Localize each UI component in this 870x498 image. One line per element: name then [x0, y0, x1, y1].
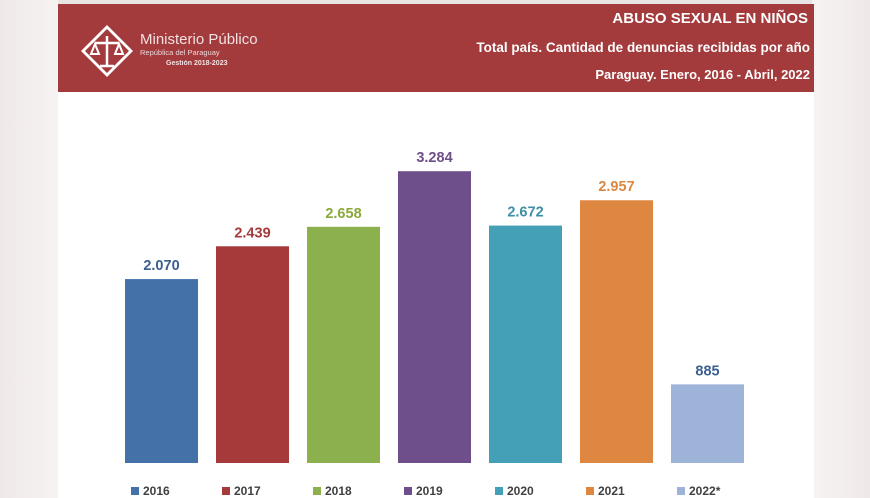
chart-period: Paraguay. Enero, 2016 - Abril, 2022: [595, 67, 810, 82]
legend-label-2022*: 2022*: [689, 484, 721, 498]
data-label-2018: 2.658: [325, 206, 361, 222]
org-subtitle: República del Paraguay: [140, 48, 220, 57]
bar-2018: [307, 226, 380, 463]
legend-swatch-2019: [404, 487, 412, 495]
legend-swatch-2017: [222, 487, 230, 495]
legend-swatch-2021: [586, 487, 594, 495]
data-label-2019: 3.284: [416, 150, 452, 166]
bar-chart: 2.070 2016 2.439 2017 2.658 2018 3.284 2019 2.67…: [125, 150, 744, 498]
legend-swatch-2016: [131, 487, 139, 495]
legend-label-2016: 2016: [143, 484, 170, 498]
legend-label-2020: 2020: [507, 484, 534, 498]
data-label-2020: 2.672: [507, 205, 543, 221]
data-label-2016: 2.070: [143, 258, 179, 274]
page-frame-right: [812, 0, 870, 498]
legend-swatch-2018: [313, 487, 321, 495]
bar-2022*: [671, 384, 744, 463]
bar-2020: [489, 225, 562, 463]
legend-swatch-2022*: [677, 487, 685, 495]
data-label-2022*: 885: [695, 363, 719, 379]
legend-label-2019: 2019: [416, 484, 443, 498]
legend-label-2017: 2017: [234, 484, 261, 498]
bar-2019: [398, 171, 471, 463]
chart-subtitle: Total país. Cantidad de denuncias recibi…: [476, 40, 810, 55]
legend-label-2021: 2021: [598, 484, 625, 498]
bar-2017: [216, 246, 289, 463]
legend-label-2018: 2018: [325, 484, 352, 498]
org-term: Gestión 2018-2023: [166, 59, 228, 67]
bar-2021: [580, 200, 653, 463]
legend-swatch-2020: [495, 487, 503, 495]
data-label-2021: 2.957: [598, 179, 634, 195]
page-frame-left: [0, 0, 58, 498]
header-band: Ministerio Público República del Paragua…: [58, 4, 814, 92]
data-label-2017: 2.439: [234, 225, 270, 241]
scales-of-justice-icon: [81, 25, 133, 77]
org-name: Ministerio Público: [140, 31, 258, 48]
org-block: Ministerio Público República del Paragua…: [140, 32, 258, 67]
chart-title: ABUSO SEXUAL EN NIÑOS: [612, 10, 808, 27]
bar-2016: [125, 279, 198, 463]
slide: Ministerio Público República del Paragua…: [58, 4, 814, 498]
